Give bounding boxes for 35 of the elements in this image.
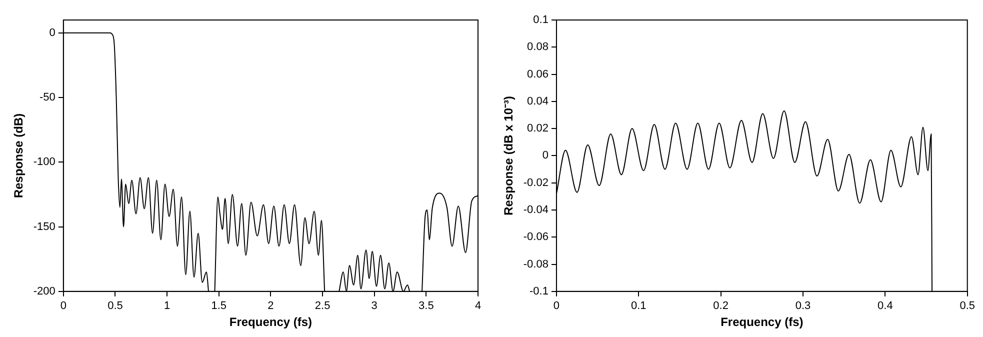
x-axis-title: Frequency (fs)	[720, 315, 804, 330]
x-tick-label: 3.5	[418, 300, 434, 312]
x-tick-label: 2	[268, 300, 274, 312]
x-tick-label: 0.3	[795, 300, 811, 312]
y-tick-label: -100	[33, 156, 56, 168]
y-axis-title: Response (dB)	[12, 113, 26, 198]
y-tick-label: 0.02	[527, 122, 548, 135]
y-axis-title: Response (dB x 10⁻³)	[502, 96, 516, 216]
x-tick-label: 0.4	[878, 300, 893, 312]
x-tick-label: 2.5	[314, 300, 330, 312]
y-tick-label: -150	[33, 220, 56, 233]
y-tick-label: -0.02	[523, 176, 548, 189]
y-tick-label: 0.1	[533, 14, 548, 26]
x-tick-label: 0	[553, 300, 560, 312]
y-tick-label: -200	[33, 285, 56, 298]
y-tick-label: -0.04	[523, 204, 548, 216]
y-tick-label: -50	[40, 92, 56, 104]
x-tick-label: 4	[474, 300, 482, 312]
x-tick-label: 0.5	[960, 300, 976, 312]
y-tick-label: 0	[542, 150, 548, 162]
x-tick-label: 0.1	[631, 300, 646, 312]
y-tick-label: 0.04	[527, 95, 548, 108]
x-tick-label: 1	[164, 300, 170, 312]
x-tick-label: 1.5	[211, 300, 227, 312]
y-tick-label: -0.06	[523, 231, 548, 244]
x-tick-label: 0.5	[108, 300, 123, 312]
x-axis-title: Frequency (fs)	[229, 315, 312, 330]
y-tick-label: 0.08	[527, 41, 548, 54]
y-tick-label: -0.08	[523, 258, 548, 270]
x-tick-label: 3	[371, 300, 378, 312]
y-tick-label: 0.06	[527, 68, 548, 80]
x-tick-label: 0.2	[713, 300, 728, 312]
y-tick-label: -0.1	[530, 285, 548, 298]
x-tick-label: 0	[60, 300, 66, 312]
y-tick-label: 0	[49, 26, 56, 39]
